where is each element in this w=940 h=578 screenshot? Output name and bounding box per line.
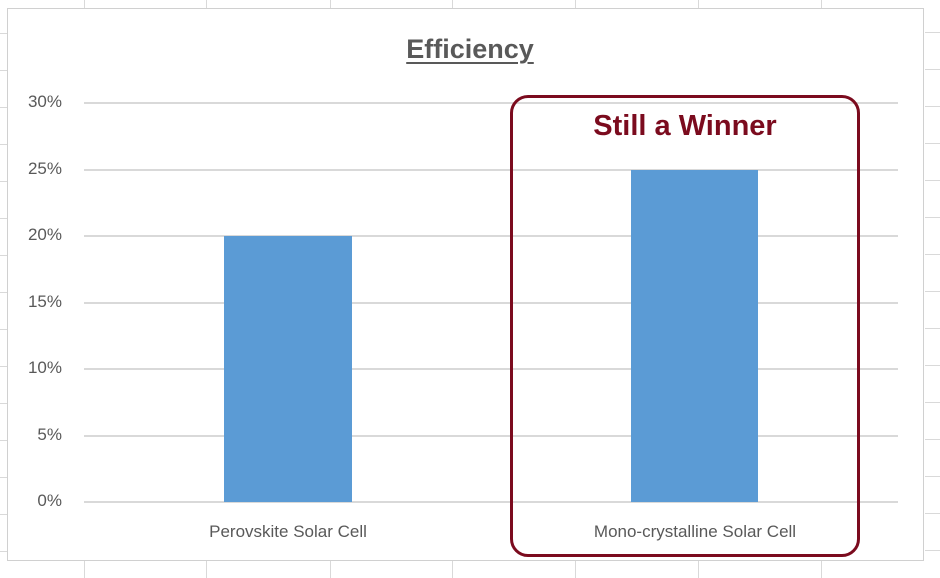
chart-title[interactable]: Efficiency bbox=[406, 34, 534, 64]
y-tick-label: 30% bbox=[27, 92, 62, 111]
callout-box[interactable] bbox=[510, 95, 860, 557]
sheet-gridline bbox=[0, 255, 7, 256]
sheet-gridline bbox=[925, 550, 940, 551]
sheet-gridline bbox=[925, 402, 940, 403]
x-category-label: Mono-crystalline Solar Cell bbox=[593, 522, 797, 541]
y-gridline-20 bbox=[84, 235, 898, 237]
sheet-gridline bbox=[925, 106, 940, 107]
sheet-gridline bbox=[0, 144, 7, 145]
sheet-gridline bbox=[0, 70, 7, 71]
bar-mono-crystalline-solar-cell[interactable] bbox=[631, 170, 758, 502]
sheet-gridline bbox=[0, 107, 7, 108]
sheet-gridline bbox=[925, 217, 940, 218]
sheet-gridline bbox=[0, 514, 7, 515]
y-tick-label: 15% bbox=[27, 292, 62, 311]
y-tick-label: 25% bbox=[27, 159, 62, 178]
sheet-gridline bbox=[0, 366, 7, 367]
sheet-gridline bbox=[925, 69, 940, 70]
sheet-gridline bbox=[0, 329, 7, 330]
y-tick-label: 10% bbox=[27, 358, 62, 377]
sheet-gridline bbox=[0, 551, 7, 552]
y-gridline-5 bbox=[84, 435, 898, 437]
sheet-gridline bbox=[0, 33, 7, 34]
y-gridline-10 bbox=[84, 368, 898, 370]
y-gridline-15 bbox=[84, 302, 898, 304]
chart-area[interactable] bbox=[7, 8, 924, 561]
sheet-gridline bbox=[925, 254, 940, 255]
sheet-gridline bbox=[925, 365, 940, 366]
sheet-gridline bbox=[925, 476, 940, 477]
sheet-gridline bbox=[0, 292, 7, 293]
sheet-gridline bbox=[0, 403, 7, 404]
y-tick-label: 5% bbox=[37, 425, 62, 444]
sheet-gridline bbox=[0, 440, 7, 441]
x-category-label: Perovskite Solar Cell bbox=[209, 522, 367, 541]
callout-text: Still a Winner bbox=[593, 110, 777, 142]
y-gridline-25 bbox=[84, 169, 898, 171]
sheet-gridline bbox=[925, 32, 940, 33]
sheet-gridline bbox=[925, 143, 940, 144]
x-axis-line bbox=[84, 501, 898, 503]
sheet-gridline bbox=[925, 513, 940, 514]
sheet-gridline bbox=[925, 439, 940, 440]
sheet-gridline bbox=[925, 328, 940, 329]
y-gridline-30 bbox=[84, 102, 898, 104]
y-tick-label: 20% bbox=[27, 225, 62, 244]
sheet-gridline bbox=[0, 477, 7, 478]
bar-perovskite-solar-cell[interactable] bbox=[224, 236, 352, 502]
y-tick-label: 0% bbox=[37, 491, 62, 510]
sheet-gridline bbox=[0, 218, 7, 219]
sheet-gridline bbox=[0, 181, 7, 182]
sheet-gridline bbox=[925, 291, 940, 292]
sheet-gridline bbox=[925, 180, 940, 181]
